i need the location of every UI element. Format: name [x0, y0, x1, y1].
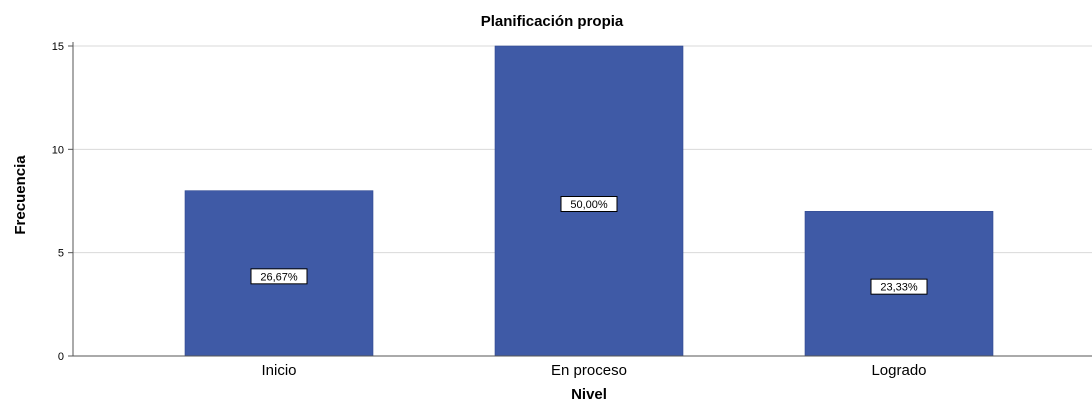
- y-axis-title: Frecuencia: [12, 155, 29, 235]
- x-axis-title: Nivel: [571, 386, 607, 401]
- data-label-box: [870, 278, 928, 295]
- data-label: 26,67%: [260, 271, 298, 283]
- x-axis: Inicio En proceso Logrado: [73, 355, 1092, 379]
- data-label: 50,00%: [570, 199, 608, 211]
- y-axis: 0 5 10 15: [52, 41, 74, 363]
- chart-title: Planificación propia: [481, 13, 624, 30]
- y-tick-label: 5: [58, 248, 64, 260]
- data-label-box: [560, 196, 618, 212]
- x-tick-label: Logrado: [871, 362, 926, 379]
- y-tick-label: 15: [52, 41, 64, 53]
- data-label: 23,33%: [880, 282, 918, 294]
- data-label-box: [250, 268, 308, 285]
- y-tick-label: 0: [58, 351, 64, 363]
- y-tick-label: 10: [52, 144, 64, 156]
- data-labels: 26,67% 50,00% 23,33%: [250, 196, 928, 295]
- x-tick-label: En proceso: [551, 362, 627, 379]
- x-tick-label: Inicio: [261, 362, 296, 379]
